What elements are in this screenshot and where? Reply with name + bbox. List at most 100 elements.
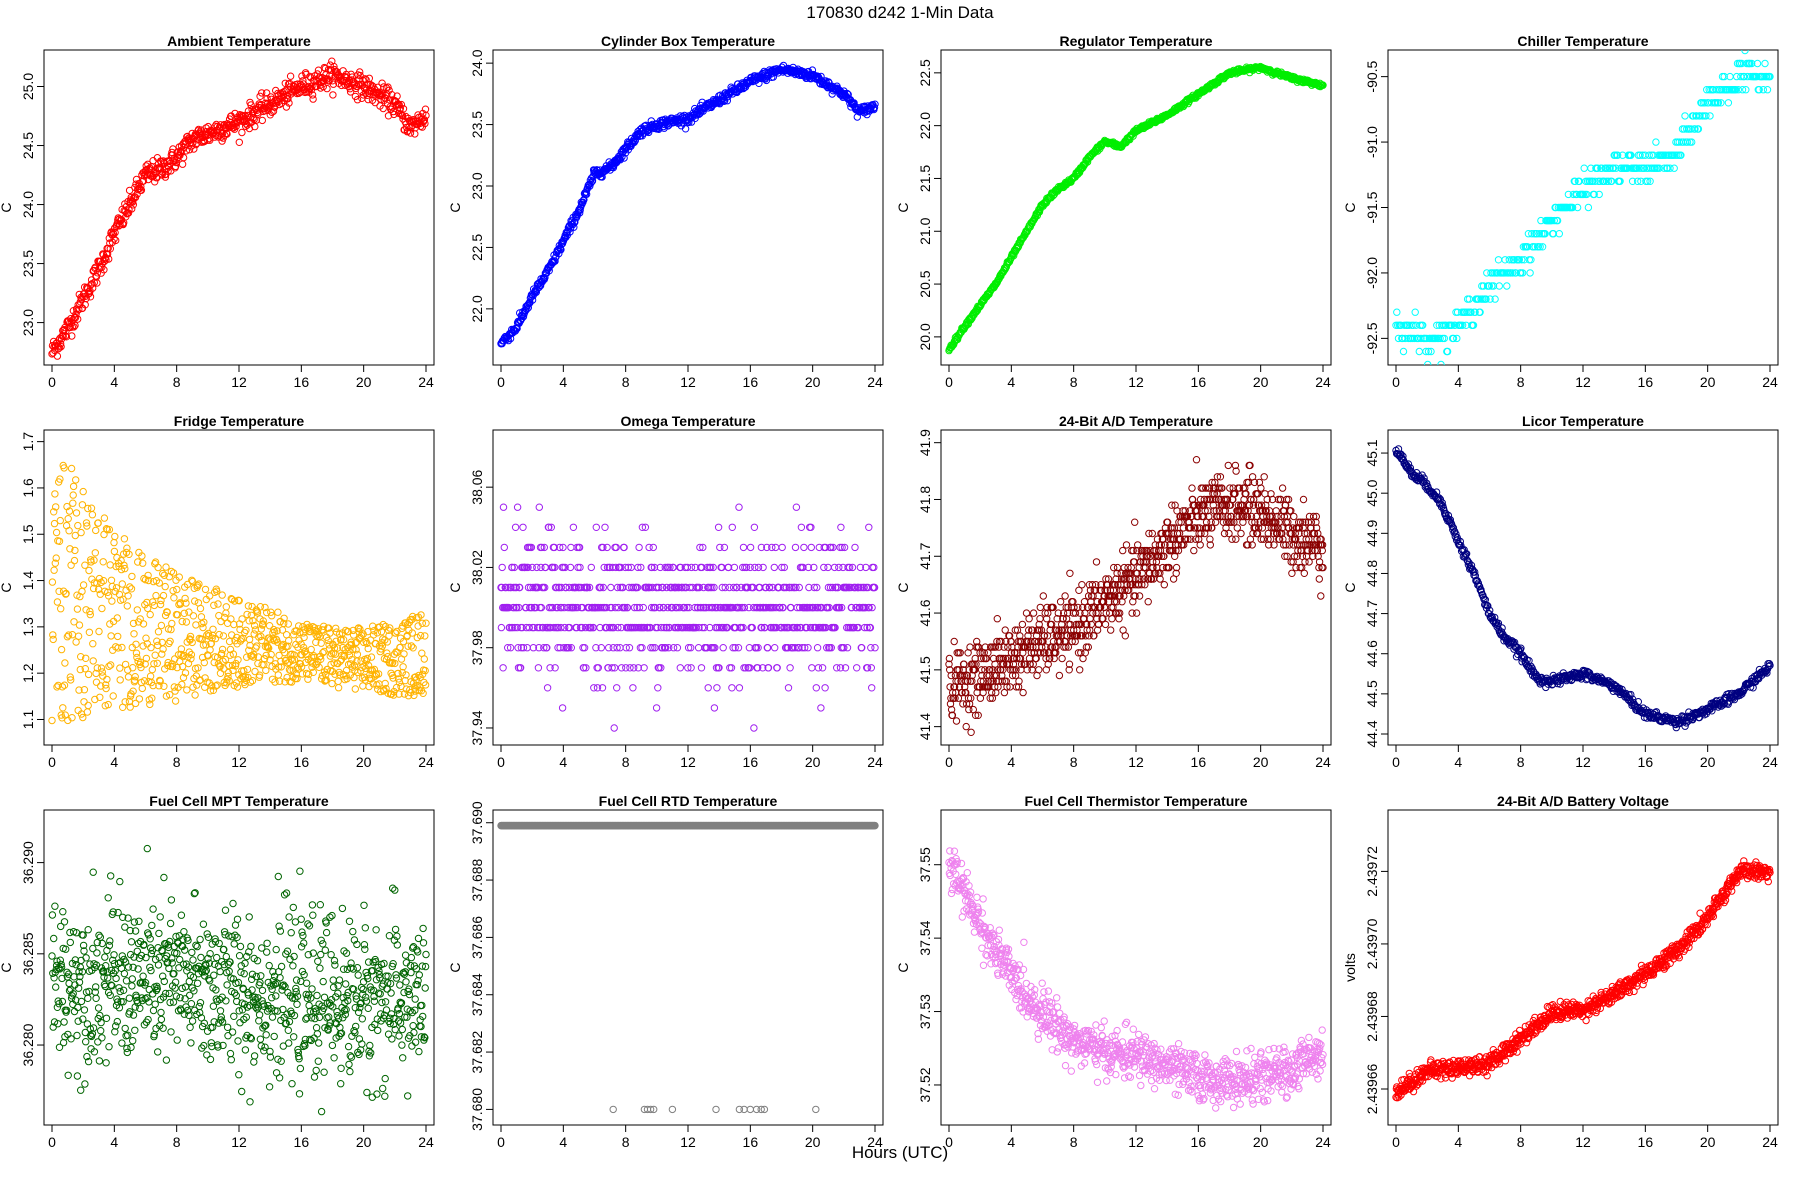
data-point — [1417, 334, 1425, 343]
data-point — [93, 664, 102, 672]
data-point — [417, 611, 425, 619]
data-point — [527, 543, 536, 552]
data-point — [1660, 164, 1668, 172]
data-point — [657, 623, 665, 632]
data-point — [98, 263, 106, 271]
data-point — [344, 627, 352, 636]
data-point — [67, 561, 75, 569]
data-point — [770, 563, 778, 572]
data-point — [831, 623, 839, 632]
data-point — [522, 603, 530, 612]
data-point — [420, 655, 428, 663]
data-point — [754, 644, 762, 652]
data-point — [762, 603, 771, 612]
data-point — [1738, 86, 1747, 94]
data-point — [551, 563, 559, 572]
data-point — [967, 728, 975, 736]
data-point — [585, 583, 594, 592]
data-point — [964, 677, 972, 685]
data-point — [599, 543, 607, 552]
data-point — [684, 664, 692, 672]
data-point — [95, 627, 103, 636]
data-point — [785, 623, 793, 632]
data-point — [196, 676, 204, 684]
data-point — [612, 563, 620, 572]
data-point — [759, 664, 767, 672]
data-point — [188, 638, 196, 647]
data-point — [208, 682, 216, 690]
data-point — [139, 620, 148, 628]
data-point — [533, 563, 541, 572]
data-point — [226, 651, 234, 659]
data-point — [1081, 649, 1090, 657]
x-tick-label: 8 — [1070, 754, 1078, 770]
data-point — [557, 623, 565, 632]
data-point — [647, 644, 655, 652]
y-tick-label: 23.0 — [469, 172, 485, 199]
data-point — [82, 606, 90, 614]
data-point — [1076, 666, 1084, 674]
data-point — [72, 509, 81, 517]
data-point — [606, 563, 614, 572]
data-point — [768, 543, 776, 552]
data-point — [1066, 569, 1074, 577]
data-point — [1037, 649, 1045, 657]
data-point — [629, 583, 637, 592]
data-point — [735, 684, 744, 692]
data-point — [528, 563, 536, 572]
data-point — [808, 664, 816, 672]
data-point — [757, 543, 766, 552]
data-point — [154, 563, 162, 572]
x-tick-label: 20 — [1700, 374, 1716, 390]
data-point — [346, 88, 355, 96]
data-point — [230, 681, 238, 690]
y-tick-label: 24.5 — [20, 132, 36, 159]
data-point — [1011, 671, 1020, 680]
data-point — [951, 694, 959, 702]
data-point — [240, 628, 249, 637]
data-point — [1535, 230, 1544, 238]
data-point — [285, 666, 294, 674]
data-point — [53, 598, 62, 606]
data-point — [116, 676, 124, 684]
data-point — [695, 583, 704, 592]
data-point — [565, 583, 573, 592]
data-point — [182, 599, 190, 607]
data-point — [1055, 671, 1064, 680]
data-point — [55, 537, 64, 545]
data-point — [1494, 256, 1503, 264]
data-point — [661, 563, 669, 572]
data-point — [411, 130, 419, 138]
data-point — [1443, 347, 1452, 356]
data-point — [721, 583, 729, 592]
data-point — [1451, 321, 1459, 329]
y-tick-label: -91.5 — [1364, 191, 1380, 223]
data-point — [964, 694, 973, 702]
data-point — [814, 603, 822, 612]
data-point — [399, 663, 407, 671]
data-point — [419, 689, 427, 697]
x-tick-label: 8 — [1517, 374, 1525, 390]
data-point — [389, 674, 397, 682]
y-tick-label: 1.3 — [20, 617, 36, 637]
data-point — [564, 603, 572, 612]
chart-title: Ambient Temperature — [167, 33, 311, 49]
data-point — [668, 603, 677, 612]
data-point — [1612, 164, 1620, 172]
data-point — [1013, 654, 1021, 663]
data-point — [164, 661, 172, 670]
data-point — [775, 583, 783, 592]
data-point — [389, 691, 398, 699]
x-tick-label: 4 — [559, 374, 567, 390]
data-point — [1065, 666, 1073, 674]
data-point — [79, 487, 87, 496]
data-point — [164, 167, 172, 175]
data-point — [541, 563, 550, 572]
data-point — [218, 649, 226, 658]
data-point — [851, 543, 859, 552]
data-point — [870, 583, 879, 592]
data-point — [223, 130, 231, 138]
data-point — [359, 91, 368, 99]
data-point — [77, 528, 85, 537]
